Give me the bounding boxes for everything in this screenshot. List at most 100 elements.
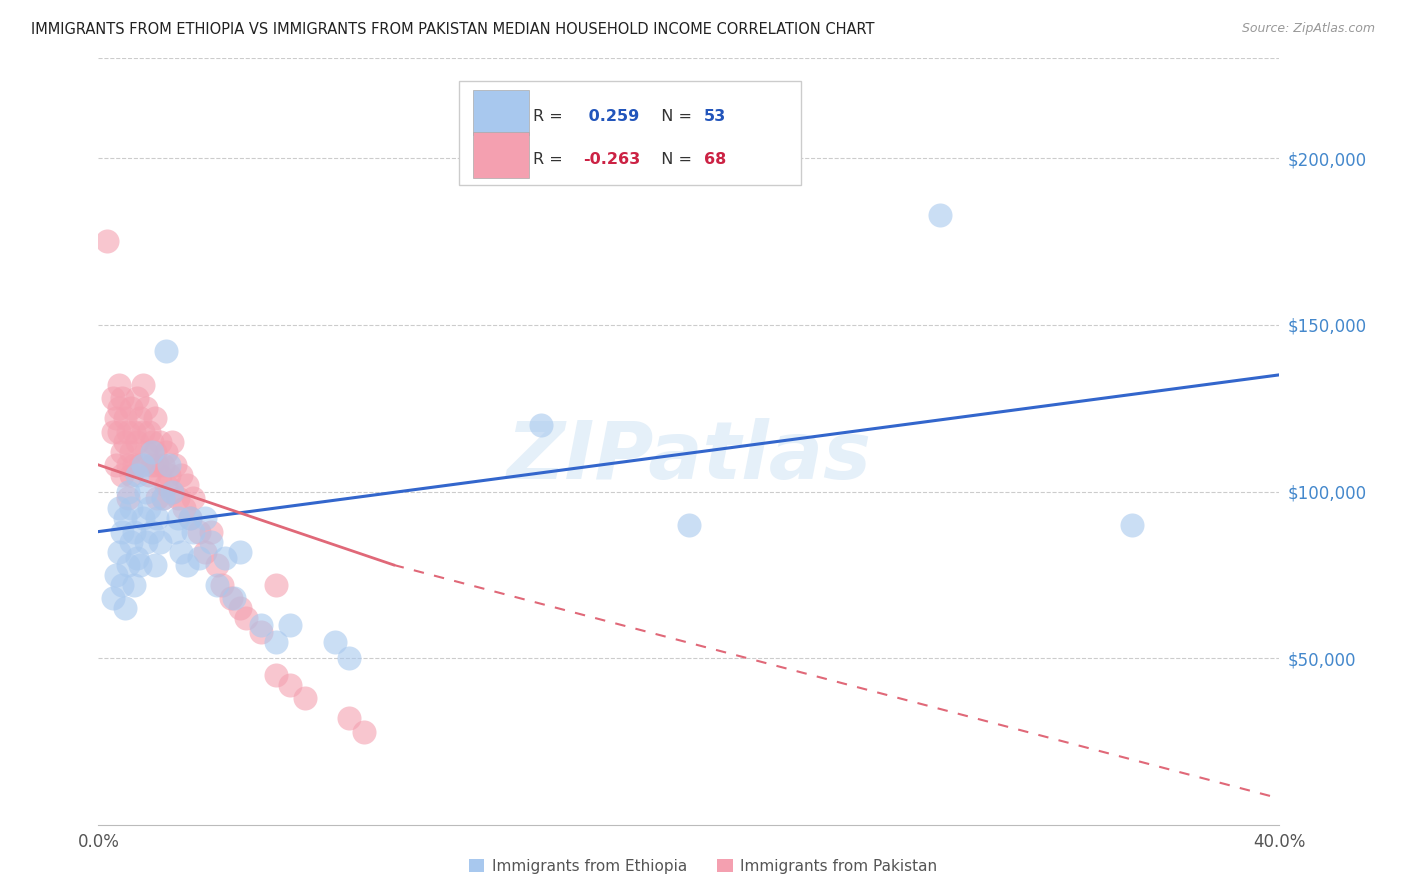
Point	[205, 558, 228, 572]
Point	[125, 467, 148, 482]
Point	[117, 425, 139, 439]
Point	[103, 425, 125, 439]
Point	[111, 444, 134, 458]
Point	[1121, 517, 1143, 532]
Point	[530, 417, 553, 432]
Point	[105, 458, 128, 472]
Point	[125, 551, 148, 566]
Point	[211, 578, 233, 592]
Point	[128, 458, 150, 472]
Point	[146, 458, 169, 472]
Point	[143, 411, 166, 425]
Point	[117, 558, 139, 572]
Point	[108, 501, 131, 516]
Point	[152, 458, 174, 472]
Point	[200, 524, 222, 539]
Point	[108, 377, 131, 392]
Point	[152, 491, 174, 506]
Point	[176, 558, 198, 572]
FancyBboxPatch shape	[472, 132, 530, 178]
Point	[135, 484, 157, 499]
Point	[167, 491, 190, 506]
Point	[179, 511, 201, 525]
Point	[120, 501, 142, 516]
Point	[187, 524, 209, 539]
Point	[120, 534, 142, 549]
Point	[353, 724, 375, 739]
Point	[138, 467, 160, 482]
Point	[122, 458, 145, 472]
Point	[117, 491, 139, 506]
Point	[132, 458, 155, 472]
Point	[264, 668, 287, 682]
Point	[221, 591, 243, 606]
Point	[152, 491, 174, 506]
Point	[96, 235, 118, 249]
Point	[170, 467, 193, 482]
Point	[181, 524, 204, 539]
Point	[280, 618, 302, 632]
Point	[929, 208, 952, 222]
Point	[114, 511, 136, 525]
Point	[143, 558, 166, 572]
Point	[149, 434, 172, 449]
Point	[157, 458, 180, 472]
Point	[122, 578, 145, 592]
Point	[122, 425, 145, 439]
Point	[117, 458, 139, 472]
Point	[135, 444, 157, 458]
Point	[108, 425, 131, 439]
Point	[114, 601, 136, 615]
Point	[176, 478, 198, 492]
Legend: Immigrants from Ethiopia, Immigrants from Pakistan: Immigrants from Ethiopia, Immigrants fro…	[463, 853, 943, 880]
Point	[250, 618, 273, 632]
Point	[138, 501, 160, 516]
Point	[173, 501, 195, 516]
Point	[143, 444, 166, 458]
Point	[108, 401, 131, 416]
Point	[165, 524, 187, 539]
Point	[149, 534, 172, 549]
Point	[141, 434, 163, 449]
Point	[294, 691, 316, 706]
Text: ZIPatlas: ZIPatlas	[506, 417, 872, 496]
Point	[155, 344, 177, 359]
Point	[200, 534, 222, 549]
Point	[264, 634, 287, 648]
Point	[214, 551, 236, 566]
Text: N =: N =	[651, 152, 697, 167]
Point	[162, 434, 183, 449]
Point	[194, 511, 217, 525]
Point	[146, 491, 169, 506]
Point	[229, 544, 252, 558]
Point	[105, 411, 128, 425]
Point	[120, 444, 142, 458]
Point	[125, 391, 148, 405]
Point	[120, 467, 142, 482]
Point	[157, 467, 180, 482]
Point	[149, 467, 172, 482]
Point	[114, 434, 136, 449]
Text: R =: R =	[533, 110, 568, 124]
Text: R =: R =	[533, 152, 568, 167]
Text: -0.263: -0.263	[582, 152, 640, 167]
Point	[280, 678, 302, 692]
Point	[111, 391, 134, 405]
Point	[162, 484, 183, 499]
Point	[155, 444, 177, 458]
Text: IMMIGRANTS FROM ETHIOPIA VS IMMIGRANTS FROM PAKISTAN MEDIAN HOUSEHOLD INCOME COR: IMMIGRANTS FROM ETHIOPIA VS IMMIGRANTS F…	[31, 22, 875, 37]
Point	[128, 558, 150, 572]
Point	[103, 391, 125, 405]
FancyBboxPatch shape	[458, 81, 801, 185]
Point	[146, 511, 169, 525]
Point	[229, 601, 252, 615]
Text: 0.259: 0.259	[582, 110, 638, 124]
Point	[108, 544, 131, 558]
Point	[135, 401, 157, 416]
Point	[194, 544, 217, 558]
Point	[339, 651, 361, 665]
Point	[162, 484, 183, 499]
Point	[264, 578, 287, 592]
Point	[323, 634, 346, 648]
Point	[128, 411, 150, 425]
